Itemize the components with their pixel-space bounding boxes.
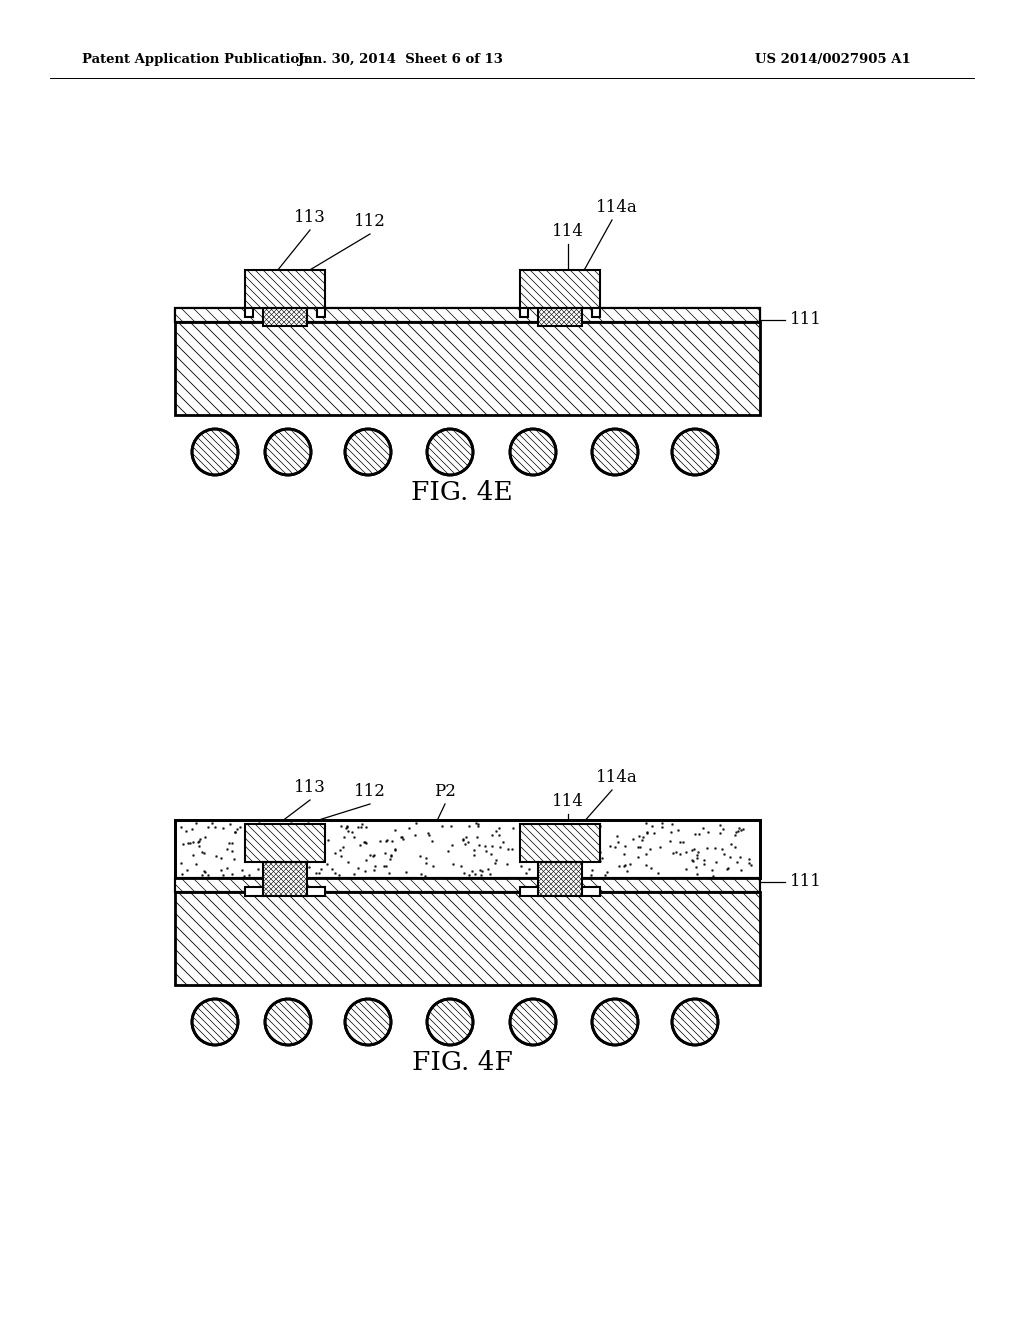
Bar [175,308,760,322]
Text: FIG. 4E: FIG. 4E [411,479,513,504]
Text: 114: 114 [552,793,584,810]
Bar [245,271,325,308]
Text: 113: 113 [294,210,326,227]
Bar [175,308,760,322]
Circle shape [510,429,556,475]
Circle shape [193,999,238,1045]
Bar [245,271,325,308]
Text: 112: 112 [354,214,386,231]
Bar [592,308,600,317]
Bar [175,308,760,322]
Bar [175,892,760,985]
Bar [520,887,538,896]
Text: Jan. 30, 2014  Sheet 6 of 13: Jan. 30, 2014 Sheet 6 of 13 [298,54,503,66]
Bar [538,308,582,326]
Text: FIG. 4F: FIG. 4F [412,1049,512,1074]
Bar [175,878,760,892]
Bar [175,322,760,414]
Bar [317,308,325,317]
Bar [520,824,600,862]
Text: 114a: 114a [596,770,638,787]
Circle shape [427,429,473,475]
Circle shape [427,999,473,1045]
Text: 111: 111 [790,312,822,329]
Text: 114a: 114a [596,199,638,216]
Bar [175,892,760,985]
Bar [520,308,528,317]
Bar [175,820,760,878]
Bar [175,820,760,878]
Bar [175,878,760,892]
Bar [538,308,582,326]
Text: 111: 111 [790,874,822,891]
Text: 113: 113 [294,780,326,796]
Circle shape [672,429,718,475]
Circle shape [510,999,556,1045]
Circle shape [672,999,718,1045]
Circle shape [193,429,238,475]
Bar [520,271,600,308]
Circle shape [265,999,311,1045]
Bar [245,308,253,317]
Circle shape [345,429,391,475]
Bar [175,308,760,322]
Bar [263,862,307,896]
Bar [245,887,263,896]
Bar [263,308,307,326]
Text: Patent Application Publication: Patent Application Publication [82,54,309,66]
Bar [245,824,325,862]
Text: 112: 112 [354,784,386,800]
Circle shape [265,429,311,475]
Text: P2: P2 [434,784,456,800]
Circle shape [345,999,391,1045]
Bar [538,862,582,896]
Bar [245,824,325,862]
Circle shape [592,999,638,1045]
Bar [520,824,600,862]
Bar [263,308,307,326]
Bar [307,887,325,896]
Circle shape [592,429,638,475]
Bar [582,887,600,896]
Bar [538,862,582,896]
Bar [263,862,307,896]
Text: US 2014/0027905 A1: US 2014/0027905 A1 [755,54,910,66]
Bar [175,322,760,414]
Bar [520,271,600,308]
Text: 114: 114 [552,223,584,240]
